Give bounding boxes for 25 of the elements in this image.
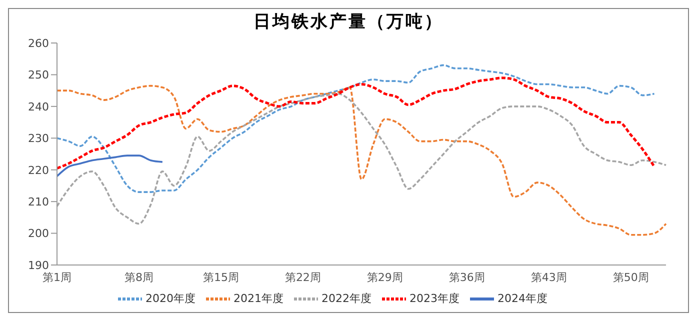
- line-series: [56, 76, 656, 170]
- line-series: [56, 154, 164, 178]
- y-tick-label: 250: [28, 68, 49, 82]
- y-tick-label: 210: [28, 195, 49, 208]
- legend-label: 2023年度: [410, 292, 460, 306]
- line-series: [56, 64, 656, 193]
- y-tick-label: 200: [28, 227, 49, 240]
- x-tick-label: 第50周: [612, 270, 649, 284]
- chart-title: 日均铁水产量（万吨）: [252, 11, 444, 34]
- legend-label: 2020年度: [146, 292, 196, 306]
- x-tick-label: 第22周: [284, 270, 321, 284]
- legend-label: 2021年度: [234, 292, 284, 306]
- x-tick-label: 第29周: [366, 270, 403, 284]
- x-tick-label: 第36周: [448, 270, 485, 284]
- y-tick-label: 220: [28, 164, 49, 177]
- y-tick-label: 230: [28, 132, 49, 146]
- y-tick-label: 240: [28, 100, 49, 114]
- x-tick-label: 第43周: [530, 270, 567, 284]
- y-tick-label: 260: [28, 36, 49, 50]
- x-tick-label: 第1周: [42, 270, 72, 284]
- legend-label: 2022年度: [322, 292, 372, 306]
- x-tick-label: 第8周: [124, 270, 154, 284]
- x-tick-label: 第15周: [202, 270, 239, 284]
- y-tick-label: 190: [28, 258, 49, 272]
- legend-label: 2024年度: [498, 292, 548, 306]
